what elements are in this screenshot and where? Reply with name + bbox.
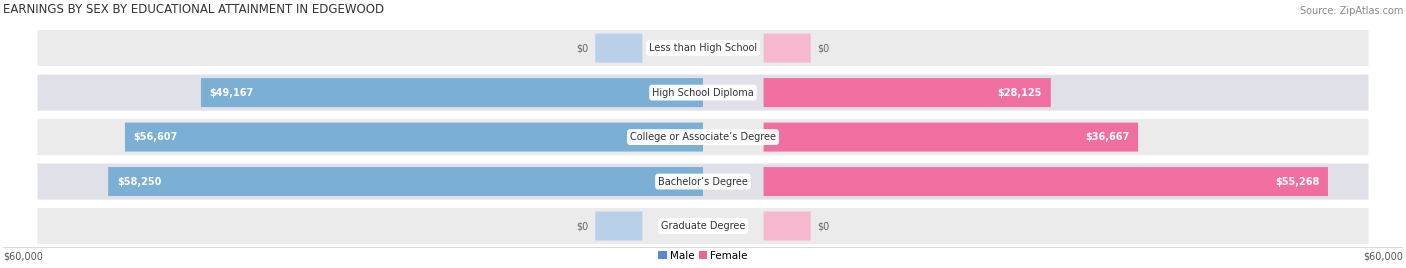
Text: EARNINGS BY SEX BY EDUCATIONAL ATTAINMENT IN EDGEWOOD: EARNINGS BY SEX BY EDUCATIONAL ATTAINMEN… [3,3,384,16]
FancyBboxPatch shape [37,29,1369,67]
FancyBboxPatch shape [125,122,703,152]
FancyBboxPatch shape [763,78,1050,107]
Text: $55,268: $55,268 [1275,177,1319,187]
Text: $36,667: $36,667 [1085,132,1129,142]
Text: Graduate Degree: Graduate Degree [661,221,745,231]
Text: High School Diploma: High School Diploma [652,88,754,98]
Text: $0: $0 [817,43,830,53]
FancyBboxPatch shape [763,211,811,240]
Text: $56,607: $56,607 [134,132,179,142]
Text: $0: $0 [817,221,830,231]
FancyBboxPatch shape [763,122,1137,152]
Legend: Male, Female: Male, Female [654,247,752,265]
Text: $49,167: $49,167 [209,88,254,98]
Text: $0: $0 [576,43,589,53]
Text: $60,000: $60,000 [3,252,42,262]
Text: $60,000: $60,000 [1364,252,1403,262]
Text: College or Associate’s Degree: College or Associate’s Degree [630,132,776,142]
Text: Less than High School: Less than High School [650,43,756,53]
Text: Source: ZipAtlas.com: Source: ZipAtlas.com [1301,6,1403,16]
FancyBboxPatch shape [37,73,1369,112]
FancyBboxPatch shape [37,207,1369,245]
FancyBboxPatch shape [37,162,1369,201]
FancyBboxPatch shape [108,167,703,196]
FancyBboxPatch shape [37,118,1369,156]
FancyBboxPatch shape [201,78,703,107]
Text: Bachelor’s Degree: Bachelor’s Degree [658,177,748,187]
FancyBboxPatch shape [595,211,643,240]
Text: $58,250: $58,250 [117,177,162,187]
FancyBboxPatch shape [763,34,811,63]
Text: $28,125: $28,125 [998,88,1042,98]
FancyBboxPatch shape [595,34,643,63]
FancyBboxPatch shape [763,167,1329,196]
Text: $0: $0 [576,221,589,231]
